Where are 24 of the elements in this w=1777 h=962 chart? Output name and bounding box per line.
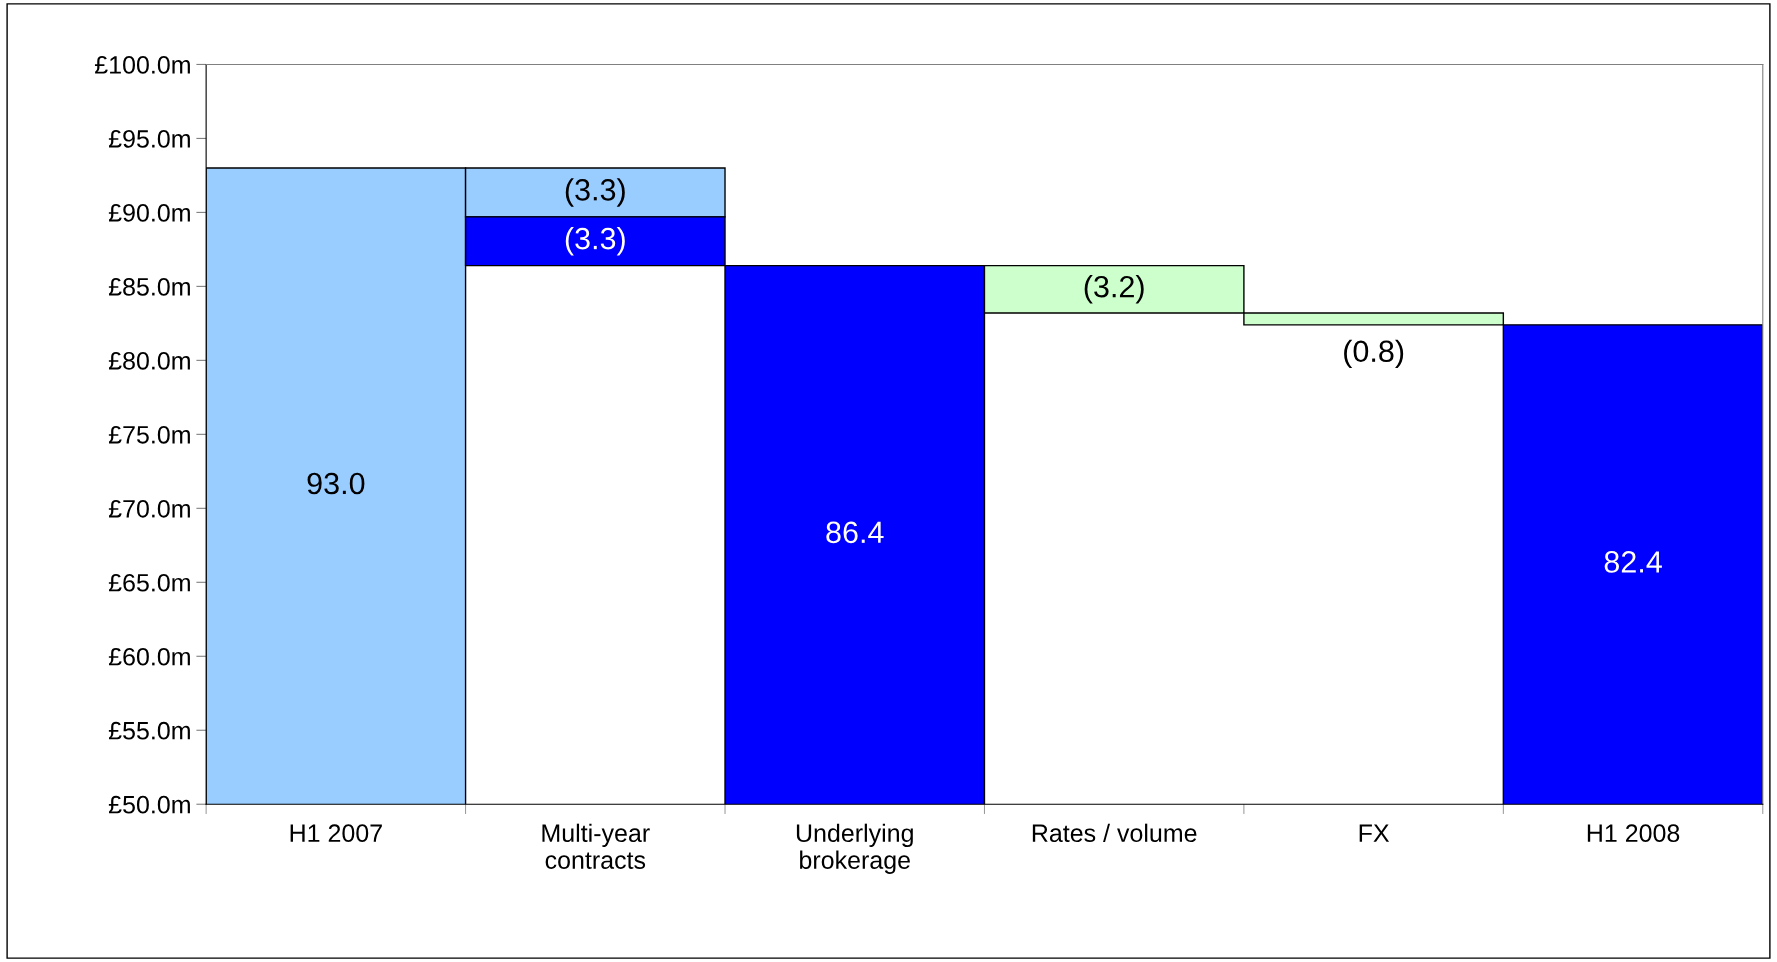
y-tick-label: £70.0m (108, 499, 190, 518)
y-tick-label: £55.0m (108, 721, 190, 740)
x-tick-label: H1 2007 (290, 824, 382, 843)
y-tick-label: £75.0m (108, 425, 190, 444)
data-label: 82.4 (1604, 551, 1662, 573)
data-label: (3.3) (565, 178, 625, 207)
data-label: (3.2) (1084, 275, 1144, 304)
data-label: (3.3) (565, 227, 625, 256)
data-label: 93.0 (307, 472, 365, 495)
x-tick-label: H1 2008 (1587, 824, 1680, 843)
x-tick-label: FX (1359, 824, 1390, 842)
y-tick-label: £90.0m (108, 204, 190, 222)
y-tick-label: £50.0m (108, 795, 190, 814)
y-tick-label: £100.0m (94, 56, 190, 74)
data-label: (0.8) (1344, 339, 1404, 369)
y-tick-label: £85.0m (108, 277, 190, 296)
x-tick-label: Underlying brokerage (796, 823, 913, 874)
x-tick-label: Multi-year contracts (542, 823, 650, 869)
data-label: 86.4 (826, 521, 884, 544)
y-tick-label: £65.0m (108, 573, 190, 592)
y-tick-label: £80.0m (108, 351, 190, 370)
y-tick-label: £95.0m (108, 130, 190, 148)
x-tick-label: Rates / volume (1032, 823, 1197, 843)
y-tick-label: £60.0m (108, 647, 190, 666)
